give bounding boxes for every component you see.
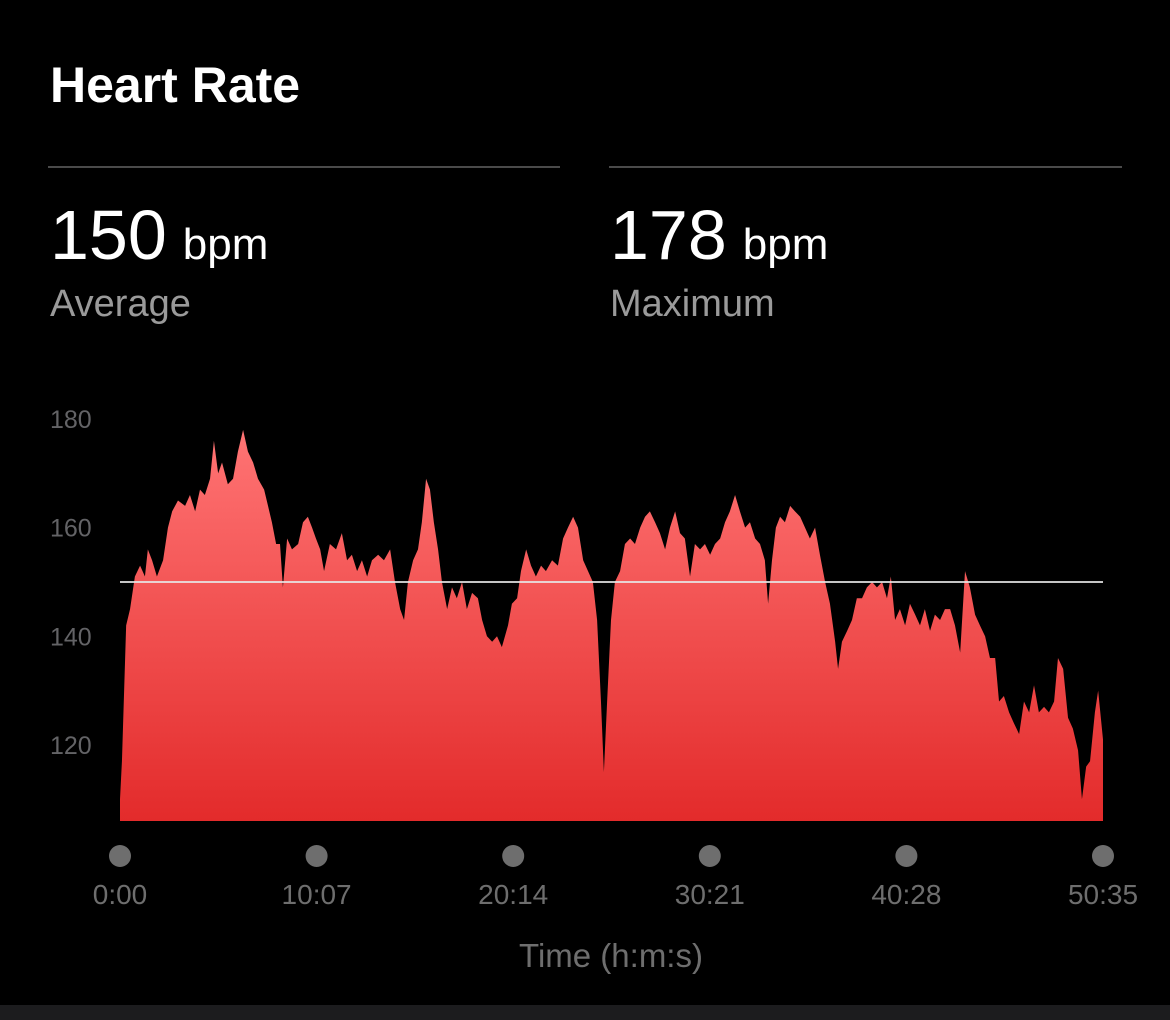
stat-label: Average	[50, 283, 191, 325]
x-axis-label: Time (h:m:s)	[519, 937, 703, 974]
y-tick-label: 120	[50, 732, 92, 760]
stats: 150 bpm Average 178 bpm Maximum	[50, 196, 828, 325]
bottom-strip	[0, 1005, 1170, 1020]
y-tick-label: 140	[50, 623, 92, 651]
x-tick-dot	[895, 845, 918, 867]
stat-value: 178 bpm	[610, 196, 828, 274]
x-tick-dot	[1092, 845, 1114, 867]
stat-label: Maximum	[610, 283, 775, 325]
x-tick-label: 50:35	[1068, 879, 1138, 910]
title: Heart Rate	[50, 57, 300, 113]
x-tick-dot	[502, 845, 525, 867]
stat-unit: bpm	[183, 220, 269, 269]
y-tick-label: 160	[50, 515, 92, 543]
y-tick-label: 180	[50, 406, 92, 434]
stat-number: 178	[610, 196, 727, 274]
x-tick-label: 40:28	[871, 879, 941, 910]
x-tick-label: 30:21	[675, 879, 745, 910]
plot: 120 140 160 180 0:00 10:07 20:14 30:21 40:28 50:3…	[50, 406, 1138, 974]
x-tick-label: 0:00	[93, 879, 148, 910]
stat-unit: bpm	[743, 220, 829, 269]
x-tick-label: 20:14	[478, 879, 548, 910]
x-tick-dot	[698, 845, 721, 867]
x-tick-dot	[109, 845, 131, 867]
area	[120, 429, 1103, 821]
x-tick-label: 10:07	[282, 879, 352, 910]
x-tick-dot	[305, 845, 328, 867]
stat-value: 150 bpm	[50, 196, 268, 274]
stat-number: 150	[50, 196, 167, 274]
